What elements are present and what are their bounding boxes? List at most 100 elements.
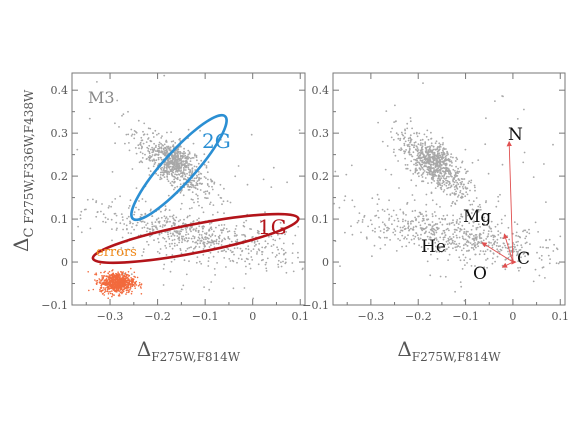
data-point [450,153,453,156]
data-point [168,157,171,160]
vector-label-o: O [473,264,487,284]
data-point [446,175,448,178]
data-point [406,144,409,146]
data-point [427,182,429,185]
data-point [294,234,297,237]
data-point [430,161,432,163]
data-point [524,242,527,245]
data-point [401,234,404,237]
data-point [401,245,403,248]
data-point [446,180,449,182]
data-point [173,224,176,227]
data-point [474,186,476,189]
data-point [221,239,224,242]
data-point [174,142,177,144]
data-point [182,160,185,163]
data-point [439,187,442,189]
data-point [466,193,469,196]
data-point [430,192,433,195]
data-point [532,280,535,283]
error-point [131,290,133,293]
data-point [477,245,479,248]
data-point [438,164,441,167]
data-point [104,216,107,219]
data-point [545,246,548,249]
data-point [264,240,267,243]
data-point [395,214,398,216]
data-point [156,250,159,253]
data-point [528,232,531,235]
data-point [436,226,439,229]
data-point [201,226,204,228]
data-point [171,224,173,227]
data-point [415,184,417,187]
data-point [423,164,426,167]
data-point [173,245,176,247]
error-point [130,280,132,282]
data-point [196,239,199,242]
data-point [173,242,176,245]
data-point [124,142,126,145]
data-point [479,208,482,211]
data-point [168,243,171,245]
data-point [158,233,161,236]
data-point [246,183,249,186]
data-point [412,228,414,230]
data-point [439,160,442,163]
data-point [203,153,206,156]
data-point [257,248,260,251]
data-point [457,167,459,170]
data-point [399,226,402,229]
data-point [461,180,463,183]
data-point [411,127,413,130]
data-point [141,254,144,257]
data-point [183,259,186,262]
data-point [144,200,147,203]
data-point [284,258,287,261]
data-point [388,217,391,220]
data-point [216,262,219,264]
data-point [406,203,408,205]
data-point [344,195,347,198]
data-point [404,236,406,239]
right-panel: −0.3 −0.2 −0.1 0 0.1−0.100.10.20.30.4ΔF275W,… [302,72,568,364]
data-point [149,170,152,173]
data-point [139,151,142,154]
data-point [183,218,185,221]
data-point [378,198,380,201]
data-point [415,131,418,134]
data-point [186,216,189,219]
data-point [188,163,191,165]
error-point [119,275,121,277]
data-point [414,168,417,170]
data-point [448,173,451,175]
data-point [221,250,224,252]
error-point [109,292,112,295]
data-point [434,171,437,174]
data-point [206,242,209,245]
data-point [453,186,456,188]
error-point [102,292,104,295]
data-point [208,223,211,225]
data-point [397,160,399,162]
data-point [135,187,138,190]
data-point [421,142,424,145]
data-point [208,257,210,259]
error-point [103,275,106,277]
data-point [412,173,415,175]
x-tick-label: −0.1 [192,310,219,323]
data-point [374,227,376,230]
data-point [410,222,412,225]
error-point [135,284,138,286]
data-point [356,221,359,224]
error-point [114,290,116,293]
data-point [188,188,191,191]
data-point [447,246,450,249]
data-point [406,122,409,125]
data-point [436,258,439,260]
y-tick-label: 0.4 [312,84,330,97]
data-point [116,99,119,102]
data-point [433,233,436,235]
data-point [190,183,192,186]
data-point [121,114,123,117]
